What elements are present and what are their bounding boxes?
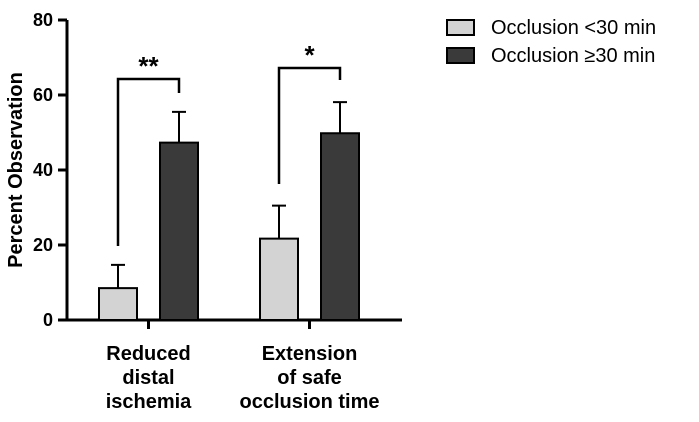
category-label: occlusion time (239, 391, 379, 413)
y-axis-title: Percent Observation (5, 72, 27, 268)
significance-bracket (277, 66, 342, 184)
bars-group (98, 132, 360, 321)
significance-label: * (304, 40, 315, 70)
legend-label: Occlusion ≥30 min (491, 45, 655, 67)
y-tick-label: 40 (33, 160, 53, 180)
category-label: of safe (277, 367, 341, 389)
legend-swatch (446, 47, 475, 64)
significance-label: ** (138, 51, 159, 81)
error-bars-group (111, 101, 347, 289)
y-tick-label: 20 (33, 235, 53, 255)
category-label: Reduced (106, 343, 190, 365)
legend-label: Occlusion <30 min (491, 17, 656, 39)
y-tick-label: 0 (43, 310, 53, 330)
category-label: Extension (262, 343, 358, 365)
legend-swatch (446, 19, 475, 36)
significance-bracket (116, 77, 181, 246)
significance-group: ** * (116, 40, 342, 246)
y-tick-label: 80 (33, 10, 53, 30)
category-label: distal (122, 367, 174, 389)
bar (159, 141, 199, 321)
bar (320, 132, 360, 321)
legend: Occlusion <30 min Occlusion ≥30 min (446, 17, 656, 67)
y-tick-label: 60 (33, 85, 53, 105)
bar (259, 237, 299, 321)
bar (98, 287, 138, 321)
category-label: ischemia (106, 391, 192, 413)
